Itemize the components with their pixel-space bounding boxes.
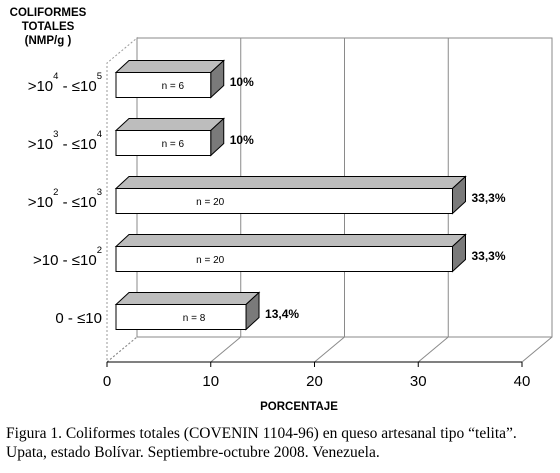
y-axis-title-line: (NMP/g ) [25,35,72,47]
bar-front [115,188,453,214]
bar-value-label: 13,4% [265,307,299,321]
bar-n-label: n = 6 [162,139,185,150]
x-axis-title: PORCENTAJE [260,401,338,413]
bar-value-label: 10% [230,133,254,147]
category-exponent: 2 [53,187,58,198]
bar-value-label: 33,3% [471,249,505,263]
category-label: >103 - ≤104 [28,129,102,153]
category-label: 0 - ≤10 [55,310,102,327]
floor-gridline [521,336,553,363]
x-tick-label: 20 [306,373,323,390]
category-text: - ≤10 [58,252,96,269]
category-text: - ≤10 [58,136,96,153]
bar [114,117,226,157]
bar-n-label: n = 20 [196,255,225,266]
floor-gridline [417,336,449,363]
category-label: >10 - ≤102 [33,245,102,269]
category-exponent: 3 [53,129,58,140]
x-tick-label: 10 [202,373,219,390]
bar-top [114,234,467,247]
category-exponent: 5 [97,71,102,82]
floor-gridline [210,336,242,363]
bar-front [115,72,212,98]
bar-n-label: n = 6 [162,81,185,92]
category-exponent: 3 [97,187,102,198]
category-exponent: 4 [53,71,58,82]
category-text: >10 [28,136,53,153]
bar-top [114,60,226,73]
bar-top [114,118,226,131]
category-text: - ≤10 [58,78,96,95]
x-tick-label: 0 [103,373,111,390]
bar-front [115,130,212,156]
bar-front [115,246,453,272]
category-exponent: 4 [97,129,102,140]
category-text: >10 [28,194,53,211]
bar [114,59,226,99]
x-tick-label: 40 [514,373,531,390]
bar [114,233,467,273]
category-text: >10 [33,252,58,269]
category-text: - ≤10 [58,194,96,211]
floor-gridline [106,336,138,363]
bar-top [114,176,467,189]
category-text: >10 [28,78,53,95]
y-axis-title-line: TOTALES [22,21,75,33]
bar-value-label: 10% [230,75,254,89]
floor-gridline [314,336,345,363]
figure-caption: Figura 1. Coliformes totales (COVENIN 11… [6,425,517,461]
bar-n-label: n = 8 [183,313,206,324]
category-label: >104 - ≤105 [28,71,102,95]
category-text: 0 - ≤10 [55,310,102,327]
bar-n-label: n = 20 [196,197,225,208]
category-label: >102 - ≤103 [28,187,102,211]
bar-value-label: 33,3% [471,191,505,205]
y-axis-title-line: COLIFORMES [10,7,87,19]
x-tick-label: 30 [410,373,427,390]
bar [114,291,261,331]
bar [114,175,467,215]
bar-top [114,292,261,305]
category-exponent: 2 [97,245,102,256]
bar-front [115,304,247,330]
